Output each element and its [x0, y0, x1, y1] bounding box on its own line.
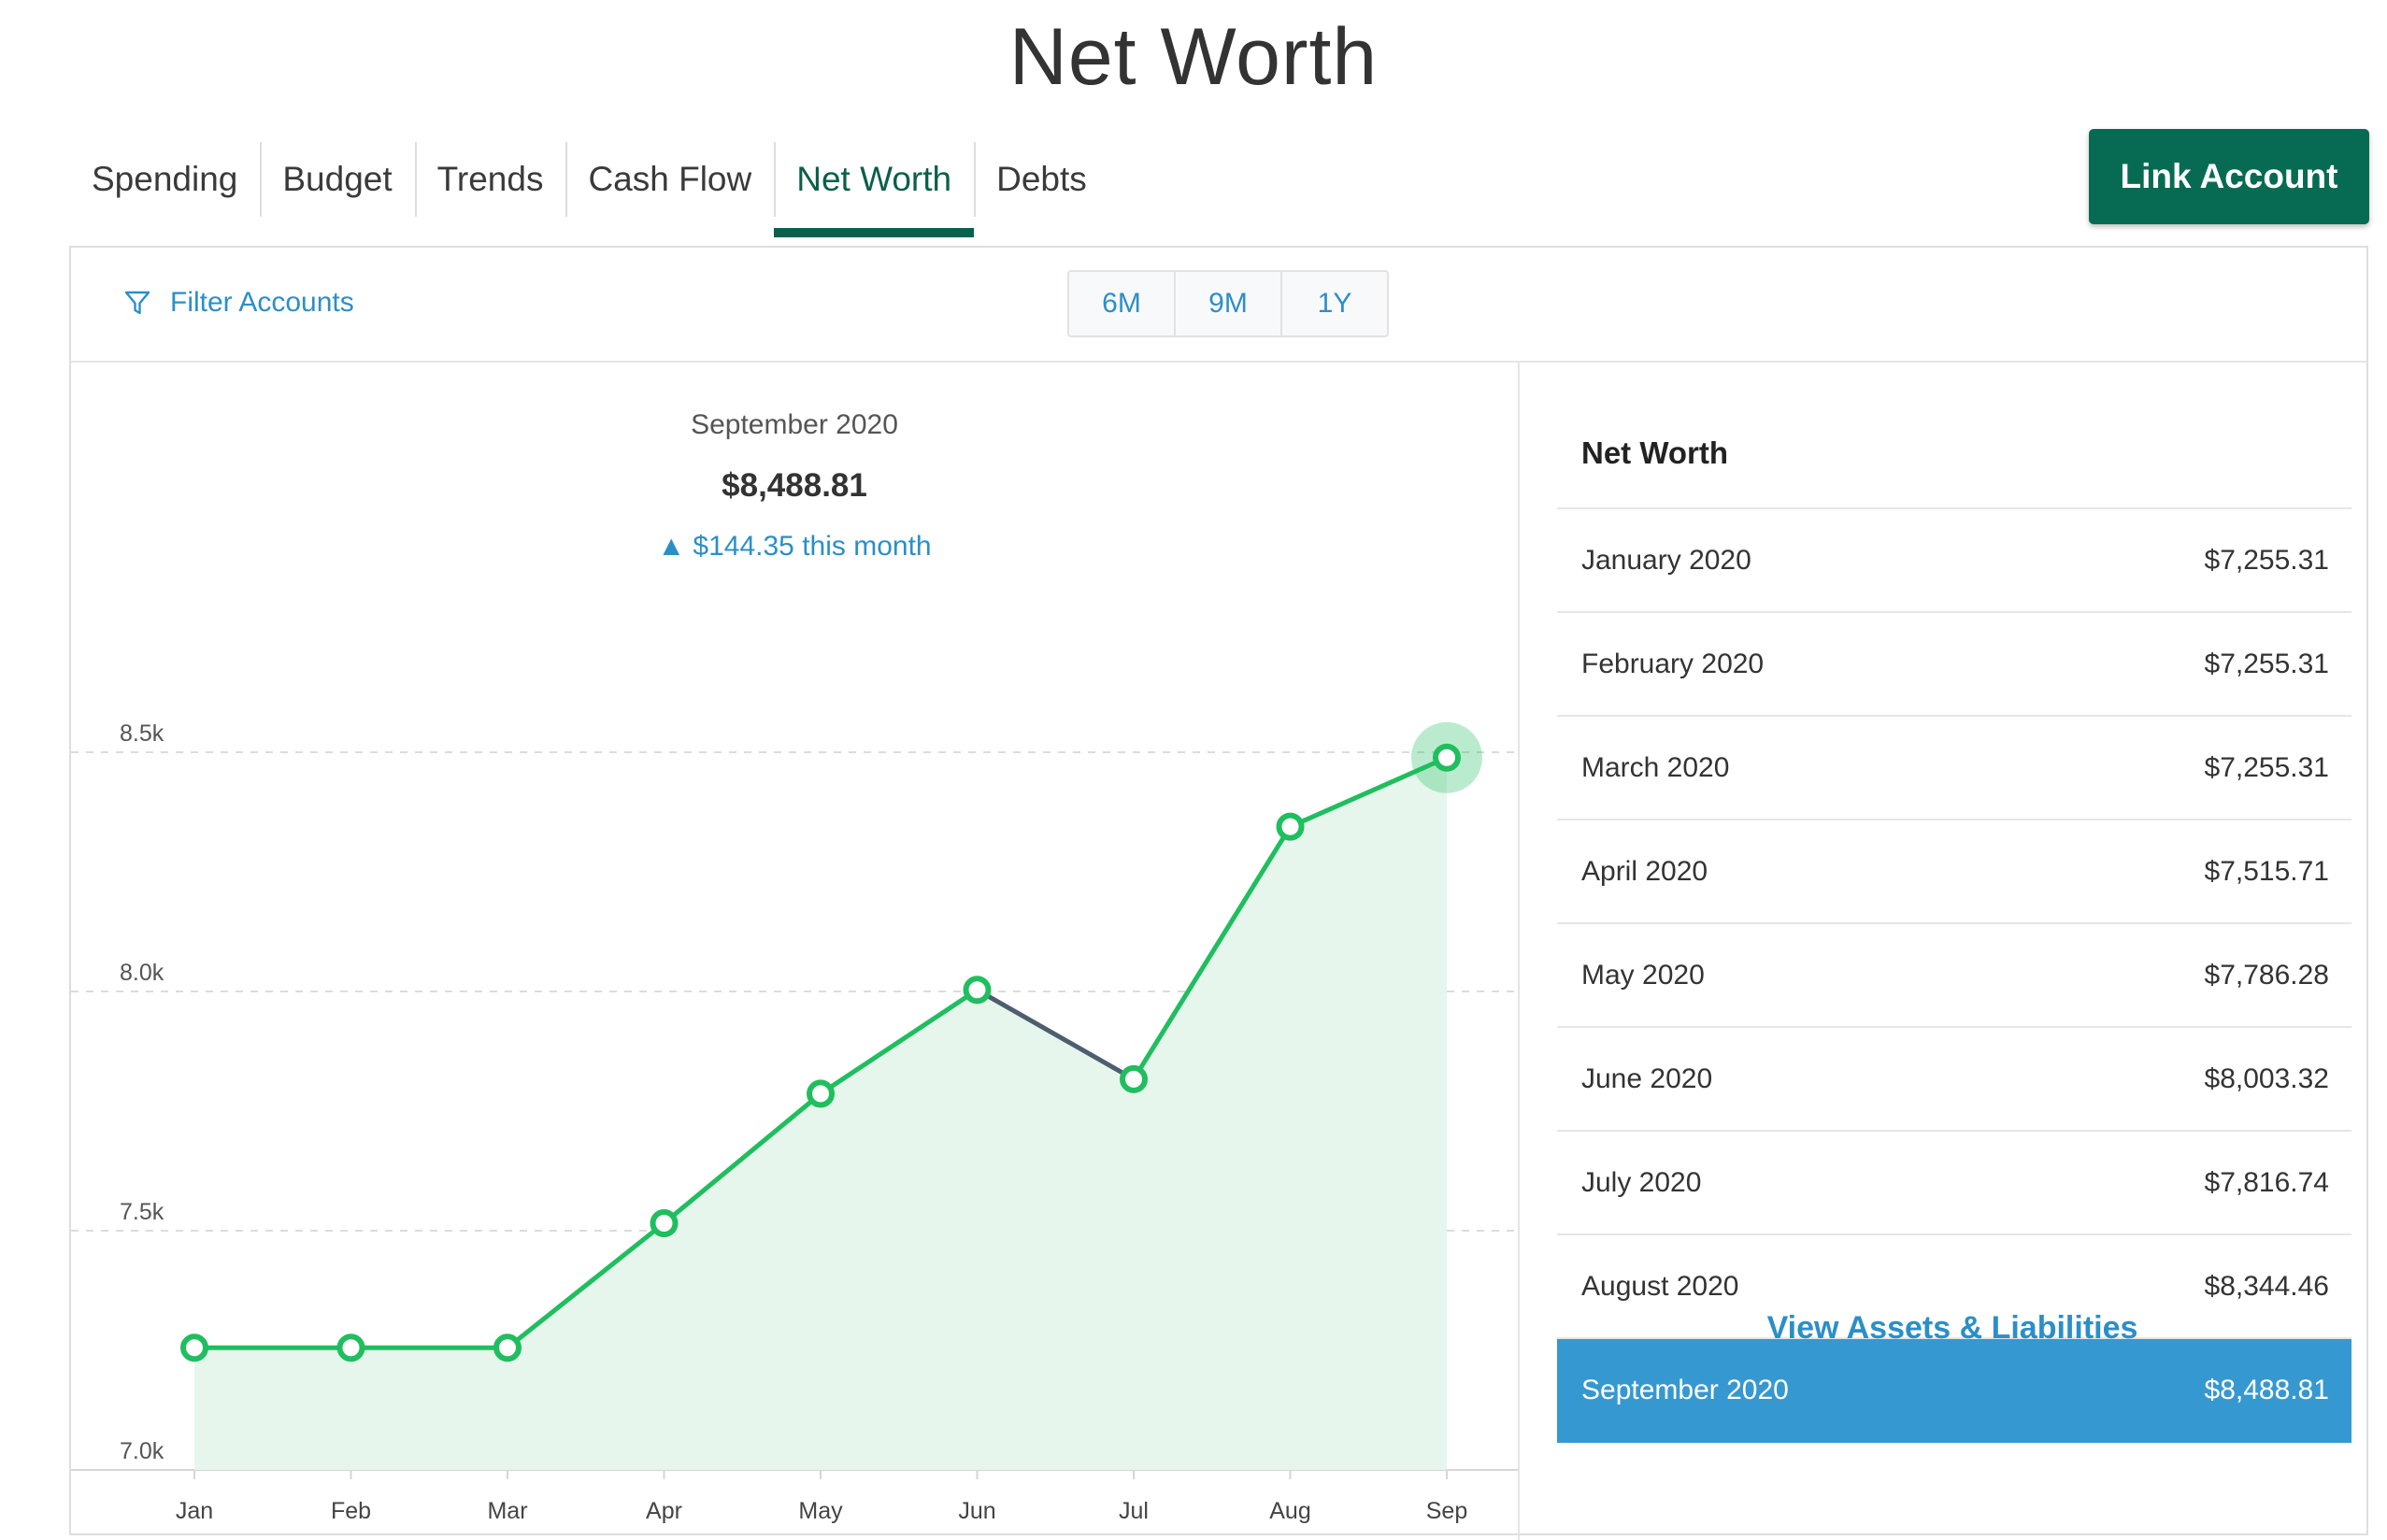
x-tick-label: Jul	[1119, 1498, 1149, 1524]
data-point	[180, 1333, 208, 1362]
range-button-9m[interactable]: 9M	[1174, 272, 1280, 335]
line-segment	[818, 987, 979, 1096]
table-row[interactable]: June 2020 $8,003.32	[1557, 1028, 2351, 1132]
divider	[1557, 507, 2351, 509]
row-month: February 2020	[1581, 648, 1765, 679]
data-point	[493, 1333, 522, 1362]
data-point	[336, 1333, 365, 1362]
y-tick-label: 7.5k	[120, 1199, 164, 1225]
table-row[interactable]: April 2020 $7,515.71	[1557, 820, 2351, 924]
row-value: $8,003.32	[2204, 1062, 2329, 1094]
link-account-button[interactable]: Link Account	[2089, 129, 2369, 224]
filter-accounts-label: Filter Accounts	[170, 287, 354, 318]
row-value: $7,255.31	[2204, 544, 2329, 576]
data-point	[1276, 812, 1305, 841]
line-chart: 7.0k 7.5k 8.0k 8.5k Jan Feb Mar Apr May Jun Jul Aug…	[71, 720, 1518, 1524]
y-tick-label: 7.0k	[120, 1438, 164, 1464]
row-value: $7,255.31	[2204, 648, 2329, 679]
row-value: $7,515.71	[2204, 855, 2329, 887]
tab-cash-flow[interactable]: Cash Flow	[565, 142, 774, 217]
table-row[interactable]: July 2020 $7,816.74	[1557, 1132, 2351, 1235]
divider	[1518, 363, 1520, 1540]
net-worth-panel: Filter Accounts 6M 9M 1Y September 2020 $8…	[69, 246, 2368, 1540]
row-month: July 2020	[1581, 1166, 1702, 1198]
row-value: $8,488.81	[2204, 1374, 2329, 1405]
table-row[interactable]: February 2020 $7,255.31	[1557, 613, 2351, 717]
funnel-icon	[124, 291, 150, 315]
row-month: August 2020	[1581, 1270, 1739, 1302]
row-month: March 2020	[1581, 751, 1730, 783]
line-segment	[1288, 755, 1450, 830]
data-point	[1120, 1064, 1148, 1093]
line-segment	[1131, 824, 1293, 1082]
data-point	[807, 1079, 835, 1108]
table-row[interactable]: January 2020 $7,255.31	[1557, 509, 2351, 613]
table-row[interactable]: March 2020 $7,255.31	[1557, 717, 2351, 820]
net-worth-chart: September 2020 $8,488.81 ▲ $144.35 this …	[71, 363, 1518, 1537]
view-assets-liabilities-link[interactable]: View Assets & Liabilities	[1766, 1310, 2138, 1346]
line-segment	[662, 1091, 823, 1226]
monthly-change-text: $144.35 this month	[693, 531, 932, 562]
table-row[interactable]: September 2020 $8,488.81	[1557, 1339, 2351, 1443]
row-value: $8,344.46	[2204, 1270, 2329, 1302]
range-button-6m[interactable]: 6M	[1102, 288, 1141, 319]
line-segment	[975, 987, 1136, 1082]
table-title: Net Worth	[1581, 435, 1729, 470]
tab-debts[interactable]: Debts	[974, 142, 1109, 217]
row-month: May 2020	[1581, 959, 1705, 991]
time-range-selector: 6M 9M 1Y	[1067, 270, 1389, 337]
x-tick-label: Jun	[958, 1498, 995, 1524]
data-point	[650, 1208, 679, 1237]
tab-budget[interactable]: Budget	[260, 142, 414, 217]
row-month: September 2020	[1581, 1374, 1789, 1405]
monthly-change: ▲ $144.35 this month	[71, 531, 1518, 563]
table-row[interactable]: May 2020 $7,786.28	[1557, 924, 2351, 1028]
x-tick-label: Aug	[1269, 1498, 1310, 1524]
page-title: Net Worth	[1008, 12, 1379, 102]
range-button-1y[interactable]: 1Y	[1280, 272, 1387, 335]
area-fill	[194, 757, 1447, 1470]
tab-net-worth[interactable]: Net Worth	[774, 142, 974, 237]
line-segment	[505, 1220, 666, 1350]
row-value: $7,786.28	[2204, 959, 2329, 991]
x-tick-label: Sep	[1426, 1498, 1467, 1524]
row-value: $7,255.31	[2204, 751, 2329, 783]
x-tick-label: Mar	[487, 1498, 527, 1524]
y-tick-label: 8.0k	[120, 960, 164, 986]
tab-spending[interactable]: Spending	[92, 160, 238, 198]
selected-month: September 2020	[691, 409, 898, 440]
selected-value: $8,488.81	[722, 467, 867, 504]
x-tick-label: May	[798, 1498, 843, 1524]
row-month: April 2020	[1581, 855, 1708, 887]
table-row[interactable]: August 2020 $8,344.46	[1557, 1235, 2351, 1339]
filter-accounts-button[interactable]: Filter Accounts	[123, 287, 354, 319]
x-tick-label: Feb	[331, 1498, 371, 1524]
data-point	[1433, 743, 1461, 772]
triangle-up-icon: ▲	[657, 531, 686, 562]
report-tabs: Spending Budget Trends Cash Flow Net Worth De…	[69, 142, 1109, 239]
row-month: June 2020	[1581, 1062, 1713, 1094]
net-worth-list: January 2020 $7,255.31 February 2020 $7,255…	[1557, 509, 2351, 1443]
divider	[71, 361, 2366, 363]
x-tick-label: Jan	[176, 1498, 213, 1524]
x-tick-label: Apr	[646, 1498, 682, 1524]
row-month: January 2020	[1581, 544, 1751, 576]
y-tick-label: 8.5k	[120, 720, 164, 747]
data-point	[963, 976, 992, 1005]
row-value: $7,816.74	[2204, 1166, 2329, 1198]
tab-trends[interactable]: Trends	[414, 142, 566, 217]
